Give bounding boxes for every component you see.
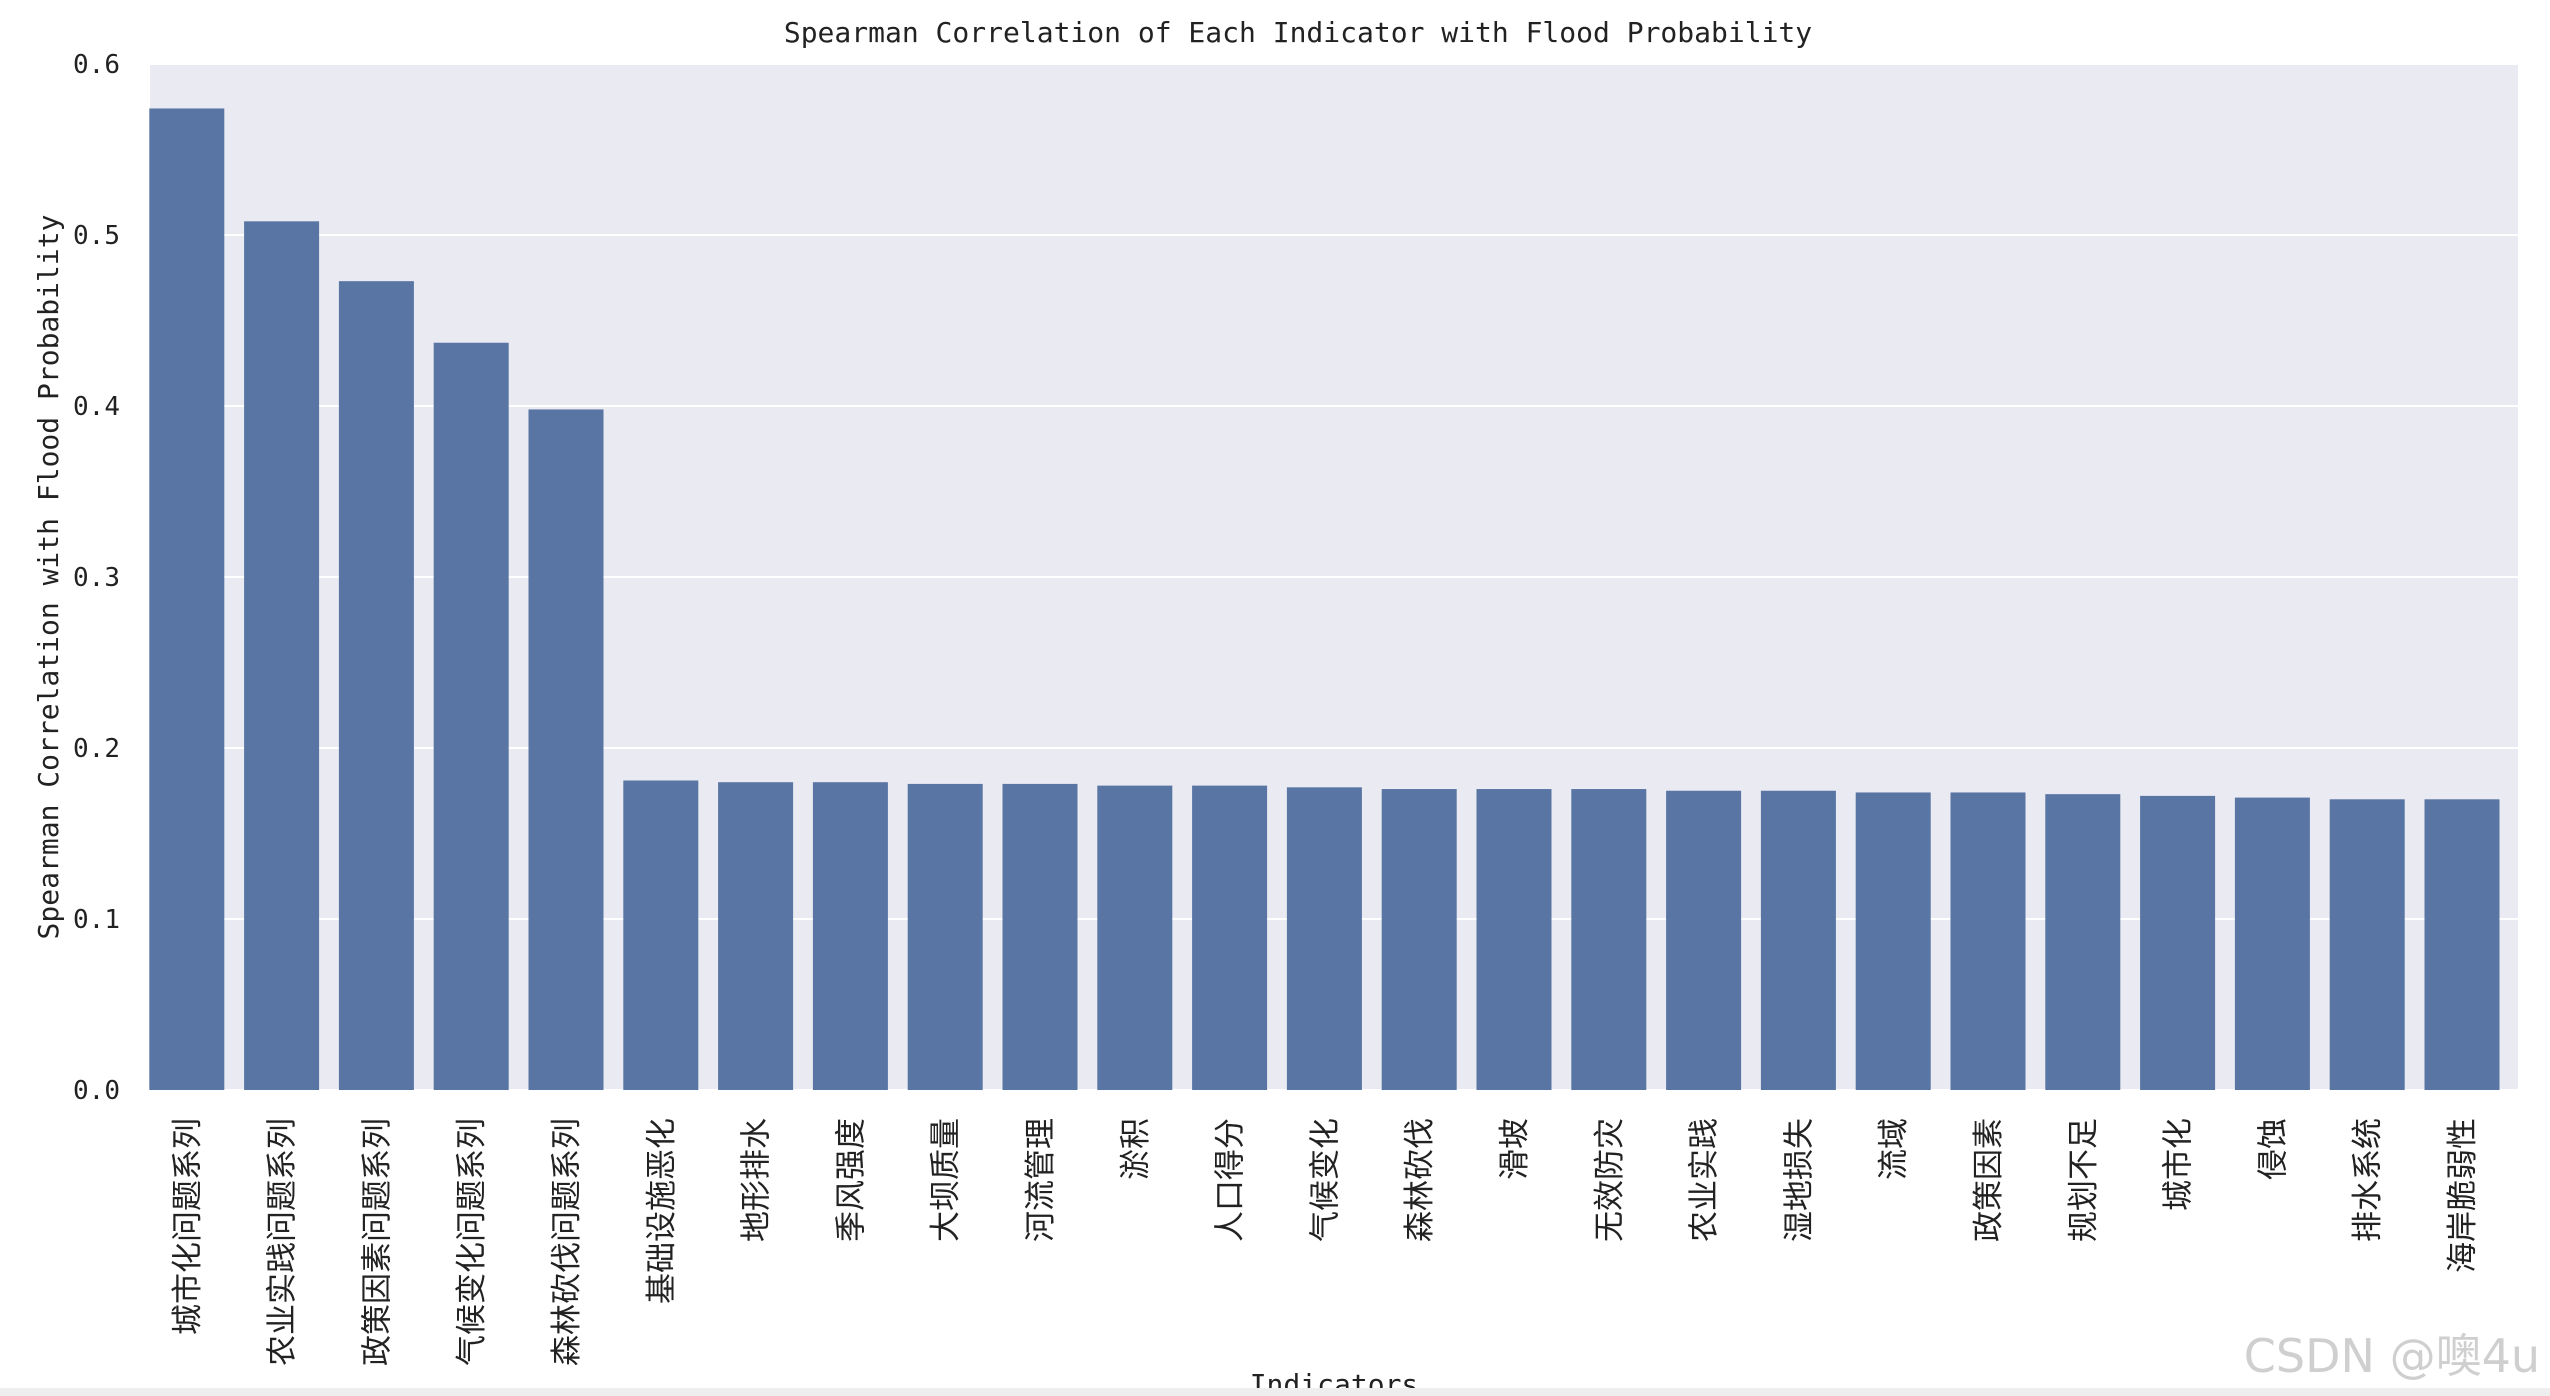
y-tick-label: 0.5 <box>73 221 120 251</box>
x-tick-label: 城市化 <box>2161 1118 2197 1211</box>
x-tick-label: 农业实践 <box>1687 1118 1723 1242</box>
x-tick-label: 季风强度 <box>833 1118 869 1242</box>
bar <box>528 409 604 1090</box>
bar <box>1950 792 2026 1090</box>
x-tick-label: 无效防灾 <box>1592 1118 1628 1242</box>
y-axis-label: Spearman Correlation with Flood Probabil… <box>32 215 65 940</box>
y-tick-label: 0.0 <box>73 1076 120 1106</box>
x-tick-label: 大坝质量 <box>928 1118 964 1242</box>
x-tick-label: 城市化问题系列 <box>170 1118 206 1335</box>
bar <box>1002 783 1078 1090</box>
bar <box>1666 790 1742 1090</box>
bar <box>812 782 888 1090</box>
bar <box>1381 789 1457 1090</box>
x-tick-label: 侵蚀 <box>2255 1118 2291 1180</box>
x-tick-label: 气候变化 <box>1307 1118 1343 1242</box>
x-tick-label: 湿地损失 <box>1781 1118 1817 1242</box>
x-tick-label: 气候变化问题系列 <box>454 1118 490 1366</box>
bar <box>433 342 509 1091</box>
bar <box>2234 797 2310 1090</box>
x-tick-label: 森林砍伐问题系列 <box>549 1118 585 1366</box>
watermark: CSDN @噢4u <box>2244 1329 2540 1383</box>
y-tick-label: 0.4 <box>73 392 120 422</box>
x-tick-label: 淤积 <box>1118 1118 1154 1180</box>
y-tick-labels: 0.0 0.1 0.2 0.3 0.4 0.5 0.6 <box>73 50 120 1106</box>
y-tick-label: 0.2 <box>73 734 120 764</box>
x-tick-labels: 城市化问题系列 农业实践问题系列 政策因素问题系列 气候变化问题系列 森林砍伐问题系列 基… <box>170 1118 2481 1366</box>
bar <box>2424 799 2500 1090</box>
bar <box>1476 789 1552 1090</box>
x-tick-label: 政策因素 <box>1971 1118 2007 1242</box>
bottom-strip <box>0 1388 2550 1396</box>
bar <box>244 221 320 1090</box>
bar <box>1760 790 1836 1090</box>
x-tick-label: 滑坡 <box>1497 1118 1533 1180</box>
bar <box>623 780 699 1090</box>
x-tick-label: 地形排水 <box>739 1118 775 1242</box>
x-tick-label: 农业实践问题系列 <box>265 1118 301 1366</box>
x-tick-label: 基础设施恶化 <box>644 1118 680 1304</box>
bar <box>907 783 983 1090</box>
bar <box>2045 794 2121 1090</box>
y-tick-label: 0.3 <box>73 563 120 593</box>
x-tick-label: 海岸脆弱性 <box>2445 1118 2481 1273</box>
x-tick-label: 人口得分 <box>1213 1118 1249 1242</box>
bar <box>2329 799 2405 1090</box>
bar <box>338 281 414 1090</box>
x-tick-label: 河流管理 <box>1023 1118 1059 1242</box>
x-tick-label: 规划不足 <box>2066 1118 2102 1242</box>
y-tick-label: 0.6 <box>73 50 120 80</box>
x-tick-label: 流域 <box>1876 1118 1912 1180</box>
bar <box>718 782 794 1090</box>
chart-title: Spearman Correlation of Each Indicator w… <box>784 16 1812 49</box>
x-tick-label: 森林砍伐 <box>1402 1118 1438 1242</box>
bar <box>2140 795 2216 1090</box>
x-tick-label: 政策因素问题系列 <box>359 1118 395 1366</box>
x-tick-label: 排水系统 <box>2350 1118 2386 1242</box>
bar <box>1286 787 1362 1090</box>
bar <box>149 108 225 1090</box>
y-tick-label: 0.1 <box>73 905 120 935</box>
bar <box>1571 789 1647 1090</box>
bar <box>1192 785 1268 1090</box>
bar <box>1097 785 1173 1090</box>
bars <box>149 108 2500 1091</box>
bar <box>1855 792 1931 1090</box>
